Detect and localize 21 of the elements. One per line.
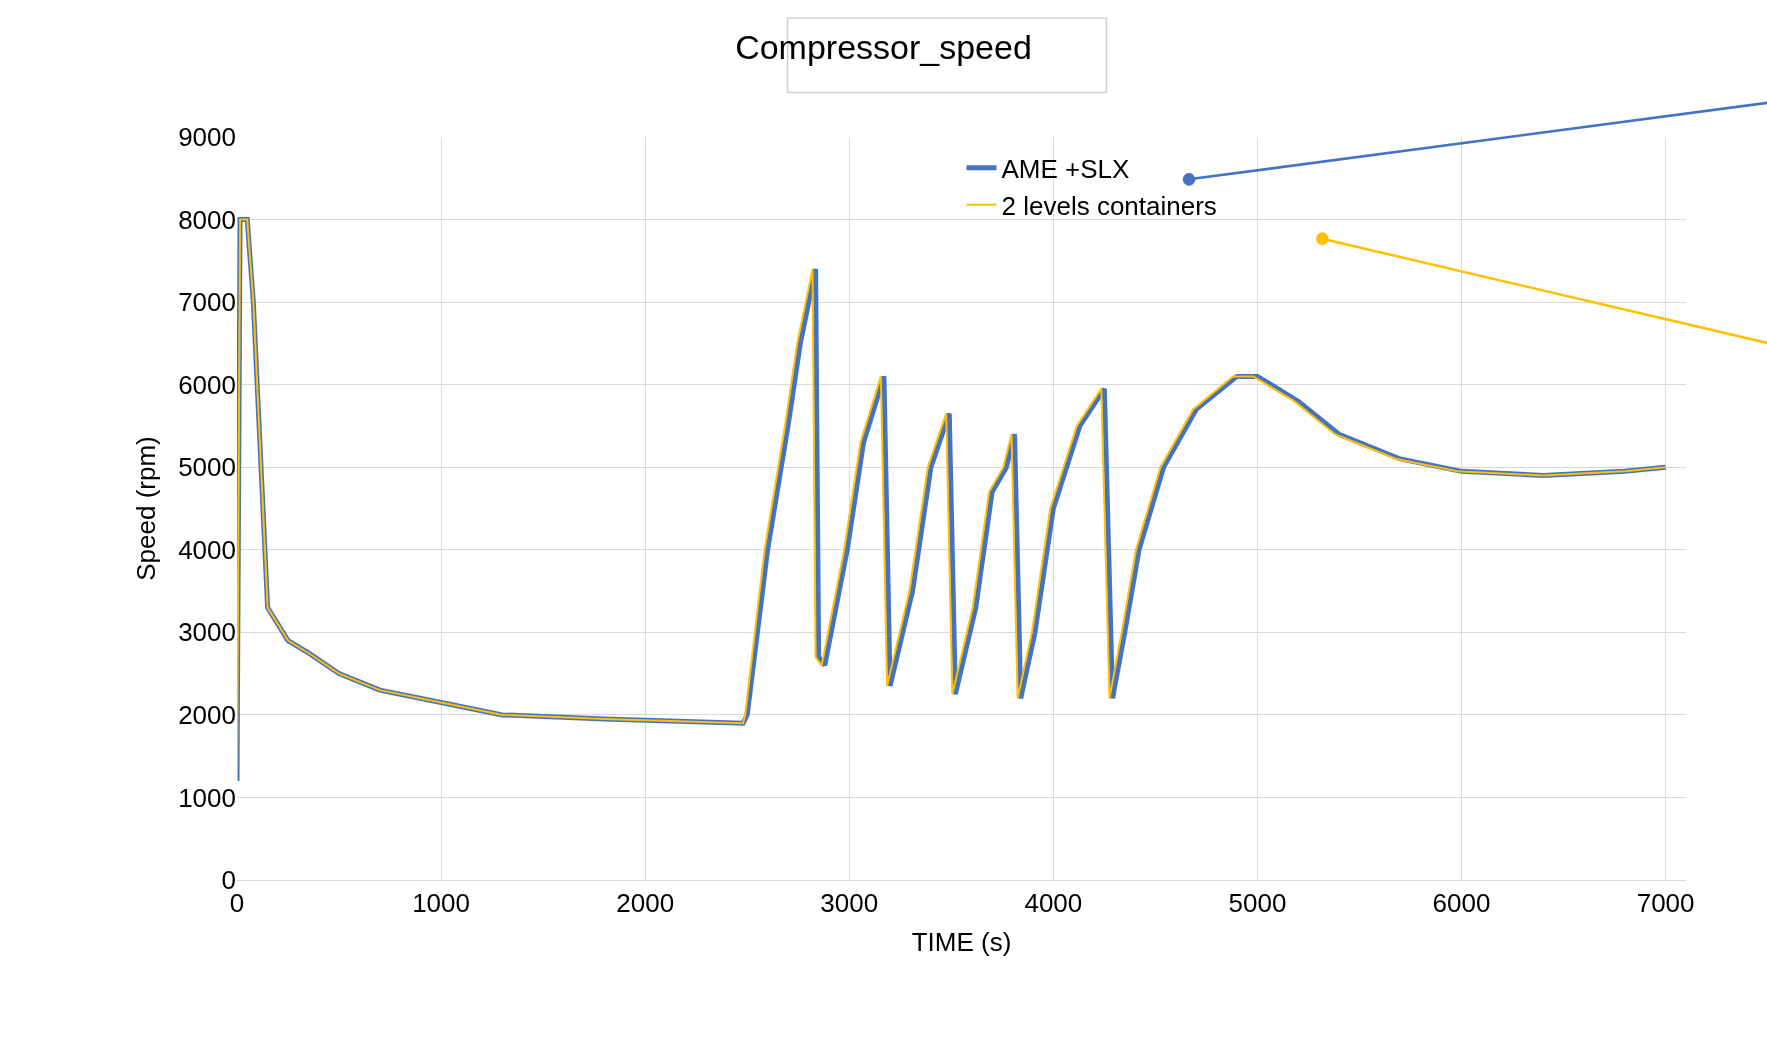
x-tick-label: 3000 <box>820 888 879 919</box>
x-tick-label: 7000 <box>1636 888 1695 919</box>
y-tick-label: 7000 <box>178 287 236 318</box>
y-tick-label: 3000 <box>178 617 236 648</box>
chart-title: Compressor_speed <box>735 27 1032 66</box>
y-tick-label: 9000 <box>178 122 236 153</box>
legend-label: 2 levels containers <box>1001 190 1217 221</box>
y-tick-label: 5000 <box>178 452 236 483</box>
y-tick-label: 1000 <box>178 782 236 813</box>
y-tick-label: 8000 <box>178 204 236 235</box>
legend-label: AME +SLX <box>1001 153 1130 184</box>
x-tick-label: 2000 <box>616 888 675 919</box>
x-tick-label: 4000 <box>1024 888 1083 919</box>
x-tick-label: 1000 <box>412 888 470 919</box>
y-tick-label: 6000 <box>178 369 236 400</box>
x-tick-label: 6000 <box>1432 888 1491 919</box>
x-axis-title: TIME (s) <box>911 926 1012 957</box>
y-tick-label: 4000 <box>178 534 236 565</box>
y-axis-title: Speed (rpm) <box>130 436 161 581</box>
y-tick-label: 2000 <box>178 699 236 730</box>
x-tick-label: 5000 <box>1228 888 1287 919</box>
